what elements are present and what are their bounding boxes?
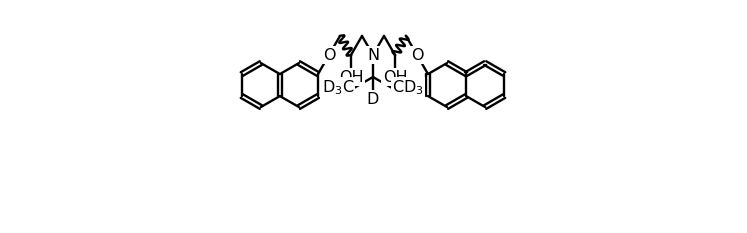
Text: D$_3$C: D$_3$C <box>321 79 354 97</box>
Text: O: O <box>323 48 335 62</box>
Text: CD$_3$: CD$_3$ <box>392 79 424 97</box>
Text: OH: OH <box>382 69 407 85</box>
Text: OH: OH <box>338 69 363 85</box>
Text: O: O <box>411 48 424 62</box>
Text: N: N <box>367 48 379 62</box>
Text: D: D <box>367 92 379 106</box>
